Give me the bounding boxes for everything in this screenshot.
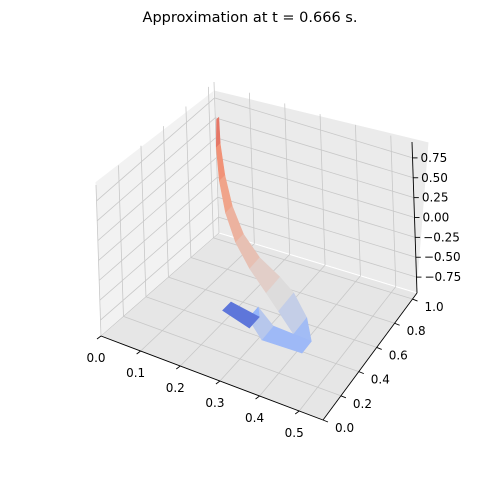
y-tick-label: 1.0 <box>425 300 444 314</box>
grid-line-z-back <box>215 137 414 199</box>
y-tick-mark <box>394 322 400 326</box>
z-tick-label: 0.25 <box>422 191 449 205</box>
grid-line-z-left <box>99 196 219 301</box>
x-tick-mark <box>255 395 260 400</box>
grid-line-z-left <box>98 177 218 281</box>
y-tick-label: 0.2 <box>353 397 372 411</box>
x-tick-label: 0.1 <box>126 366 145 380</box>
grid-line-z-back <box>218 216 417 278</box>
y-tick-mark <box>340 395 347 399</box>
grid-line-z-left <box>96 117 216 222</box>
x-tick-mark <box>176 365 181 370</box>
x-tick-mark <box>96 335 102 340</box>
z-tick-label: −0.25 <box>423 230 460 244</box>
x-axis-line <box>100 335 324 421</box>
grid-line-y <box>168 276 377 348</box>
grid-line-y <box>123 316 342 397</box>
x-tick-label: 0.4 <box>245 411 264 425</box>
grid-line-z-back <box>217 196 416 258</box>
z-tick-label: 0.75 <box>421 151 448 165</box>
y-tick-mark <box>376 347 382 350</box>
grid-line-x <box>140 243 255 352</box>
y-tick-mark <box>322 419 329 423</box>
y-tick-label: 0.0 <box>335 421 354 435</box>
y-axis-ticks: 0.0 0.2 0.4 0.6 0.8 1.0 <box>322 298 444 435</box>
grid-line-z-left <box>96 97 215 202</box>
y-tick-label: 0.6 <box>389 348 408 362</box>
x-tick-mark <box>136 350 141 355</box>
surface-mesh <box>215 116 312 354</box>
x-tick-label: 0.5 <box>285 426 304 440</box>
grid-line-z-back <box>214 97 413 159</box>
grid-line-z-left <box>97 137 217 241</box>
grid-line-z-back <box>217 176 416 238</box>
surface-patch <box>222 301 260 329</box>
x-axis-ticks: 0.0 0.1 0.2 0.3 0.4 0.5 <box>86 335 304 440</box>
grid-line-z-back <box>216 157 415 218</box>
grid-line-x <box>100 232 220 337</box>
z-tick-label: 0.00 <box>423 211 450 225</box>
y-axis-line <box>322 292 418 421</box>
x-tick-label: 0.2 <box>166 381 185 395</box>
chart-title: Approximation at t = 0.666 s. <box>143 10 358 26</box>
grid-line-z-left <box>98 157 217 261</box>
grid-line-y <box>190 257 395 324</box>
x-tick-label: 0.3 <box>205 396 224 410</box>
z-tick-label: −0.75 <box>424 270 461 284</box>
x-tick-label: 0.0 <box>86 351 105 365</box>
y-tick-label: 0.8 <box>407 324 426 338</box>
grid-line-x <box>298 286 397 412</box>
x-tick-mark <box>215 380 221 385</box>
grid-line-x <box>219 264 326 382</box>
y-tick-mark <box>412 298 418 302</box>
grid-line-y <box>145 296 359 372</box>
y-tick-mark <box>358 371 364 375</box>
z-tick-label: 0.50 <box>421 171 448 185</box>
grid-line-z-left <box>100 216 219 321</box>
x-tick-mark <box>294 410 300 415</box>
y-tick-label: 0.4 <box>371 373 390 387</box>
z-tick-label: −0.50 <box>424 250 461 264</box>
grid-line-z-back <box>215 117 414 179</box>
z-axis-ticks: 0.75 0.50 0.25 0.00 −0.25 −0.50 −0.75 <box>412 151 461 284</box>
